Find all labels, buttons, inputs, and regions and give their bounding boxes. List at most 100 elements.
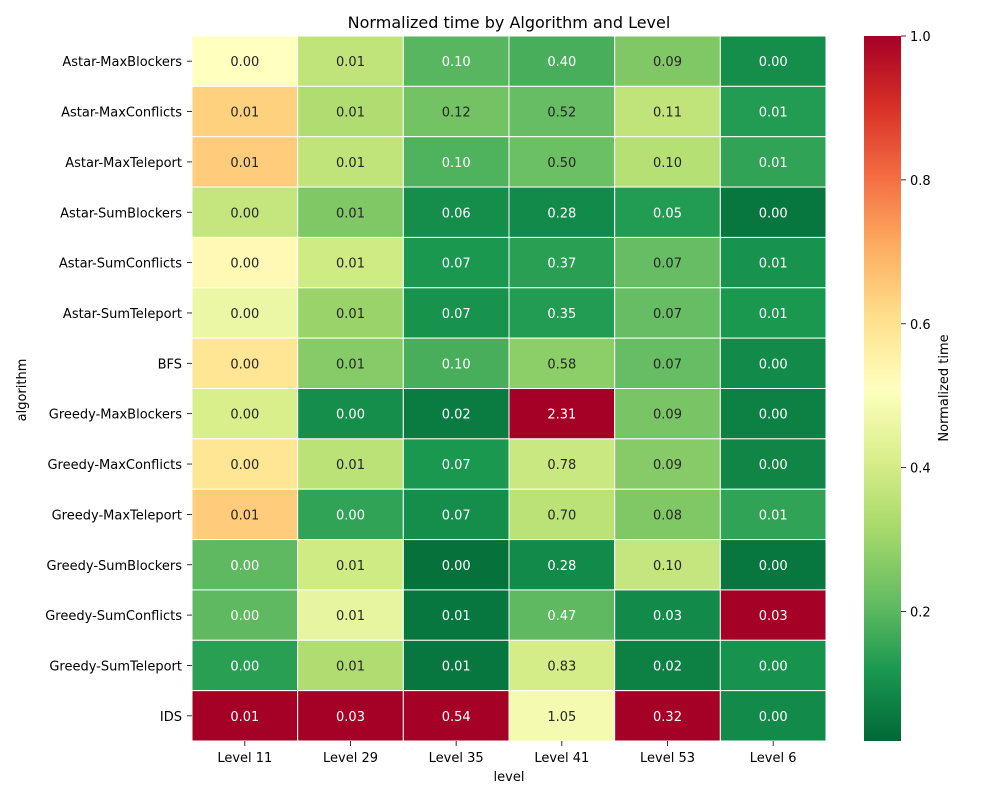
heatmap-cell [508,539,616,591]
y-tick-label: Greedy-MaxBlockers [49,408,182,423]
x-tick-label: Level 35 [429,751,484,766]
cell-value-label: 0.00 [230,206,259,221]
heatmap-cell [402,35,510,87]
heatmap-cell [191,589,299,641]
cell-value-label: 2.31 [547,408,576,423]
heatmap-cell [614,186,721,238]
heatmap-cell [191,539,299,591]
cell-value-label: 0.37 [547,257,576,272]
x-tick-label: Level 41 [534,751,589,766]
cell-value-label: 0.10 [442,357,471,372]
x-tick-label: Level 11 [217,751,272,766]
cell-value-label: 0.03 [759,609,788,624]
cell-value-label: 1.05 [547,710,576,725]
cell-value-label: 0.00 [230,659,259,674]
heatmap-cell [719,539,827,591]
y-tick-label: Astar-MaxTeleport [65,156,182,171]
cell-value-label: 0.83 [547,659,576,674]
heatmap-cell [614,438,721,490]
cell-value-label: 0.00 [336,508,365,523]
cell-value-label: 0.10 [653,559,682,574]
cell-value-label: 0.01 [336,357,365,372]
colorbar-tick-label: 0.6 [910,318,931,333]
cell-value-label: 0.01 [759,508,788,523]
heatmap-cell [719,639,827,692]
cell-value-label: 0.01 [759,156,788,171]
cell-value-label: 0.07 [653,257,682,272]
x-axis-label: level [494,770,525,785]
cell-value-label: 0.02 [653,659,682,674]
cell-value-label: 0.32 [653,710,682,725]
y-tick-label: Astar-MaxConflicts [61,106,182,121]
cell-value-label: 0.00 [759,55,788,70]
heatmap-cell [508,136,616,188]
cell-value-label: 0.08 [653,508,682,523]
cell-value-label: 0.01 [759,106,788,121]
heatmap-cell [508,388,616,440]
cell-value-label: 0.00 [759,206,788,221]
heatmap-cell [508,337,616,389]
y-tick-label: BFS [158,357,182,372]
heatmap-cell [614,690,721,742]
cell-value-label: 0.52 [547,106,576,121]
heatmap-cell [191,488,299,541]
cell-value-label: 0.47 [547,609,576,624]
cell-value-label: 0.01 [442,659,471,674]
heatmap-cell [402,337,510,389]
cell-value-label: 0.00 [759,357,788,372]
heatmap-cell [614,236,721,289]
heatmap-cell [297,488,404,541]
heatmap-cell [508,236,616,289]
heatmap-cell [191,35,299,87]
cell-value-label: 0.58 [547,357,576,372]
cell-value-label: 0.40 [547,55,576,70]
cell-value-label: 0.03 [653,609,682,624]
heatmap-cell [297,337,404,389]
cell-value-label: 0.01 [230,710,259,725]
cell-value-label: 0.00 [230,307,259,322]
cell-value-label: 0.00 [759,408,788,423]
cell-value-label: 0.02 [442,408,471,423]
cell-value-label: 0.09 [653,55,682,70]
cell-value-label: 0.01 [336,609,365,624]
cell-value-label: 0.07 [442,458,471,473]
heatmap-cell [719,35,827,87]
cell-value-label: 0.35 [547,307,576,322]
cell-value-label: 0.01 [336,307,365,322]
cell-value-label: 0.00 [230,55,259,70]
cell-value-label: 0.10 [442,55,471,70]
chart-title: Normalized time by Algorithm and Level [348,13,671,32]
heatmap-cell [614,639,721,692]
colorbar-tick-label: 0.2 [910,606,931,621]
cell-value-label: 0.00 [230,257,259,272]
heatmap-cell [614,388,721,440]
cell-value-label: 0.50 [547,156,576,171]
heatmap-cell [297,438,404,490]
cell-value-label: 0.00 [230,408,259,423]
heatmap-cell [719,337,827,389]
cell-value-label: 0.01 [336,257,365,272]
cell-value-label: 0.01 [230,156,259,171]
cell-value-label: 0.78 [547,458,576,473]
cell-value-label: 0.00 [442,559,471,574]
cell-value-label: 0.01 [230,106,259,121]
heatmap-cell [719,690,827,742]
cell-value-label: 0.00 [759,458,788,473]
heatmap-cell [508,186,616,238]
y-tick-label: Greedy-SumBlockers [46,559,182,574]
y-tick-label: Astar-SumTeleport [63,307,182,322]
x-axis-ticks: Level 11 Level 29 Level 35 Level 41 Level 53… [217,741,797,766]
colorbar-label: Normalized time [937,334,952,441]
cell-value-label: 0.12 [442,106,471,121]
heatmap-cell [719,388,827,440]
heatmap-cell [508,639,616,692]
heatmap-cell [719,589,827,641]
cell-value-label: 0.00 [759,710,788,725]
cell-value-label: 0.07 [442,508,471,523]
y-tick-label: Astar-SumBlockers [60,206,182,221]
cell-value-label: 0.00 [230,609,259,624]
cell-value-label: 0.00 [759,559,788,574]
heatmap-cell [719,85,827,138]
cell-value-label: 0.00 [230,559,259,574]
